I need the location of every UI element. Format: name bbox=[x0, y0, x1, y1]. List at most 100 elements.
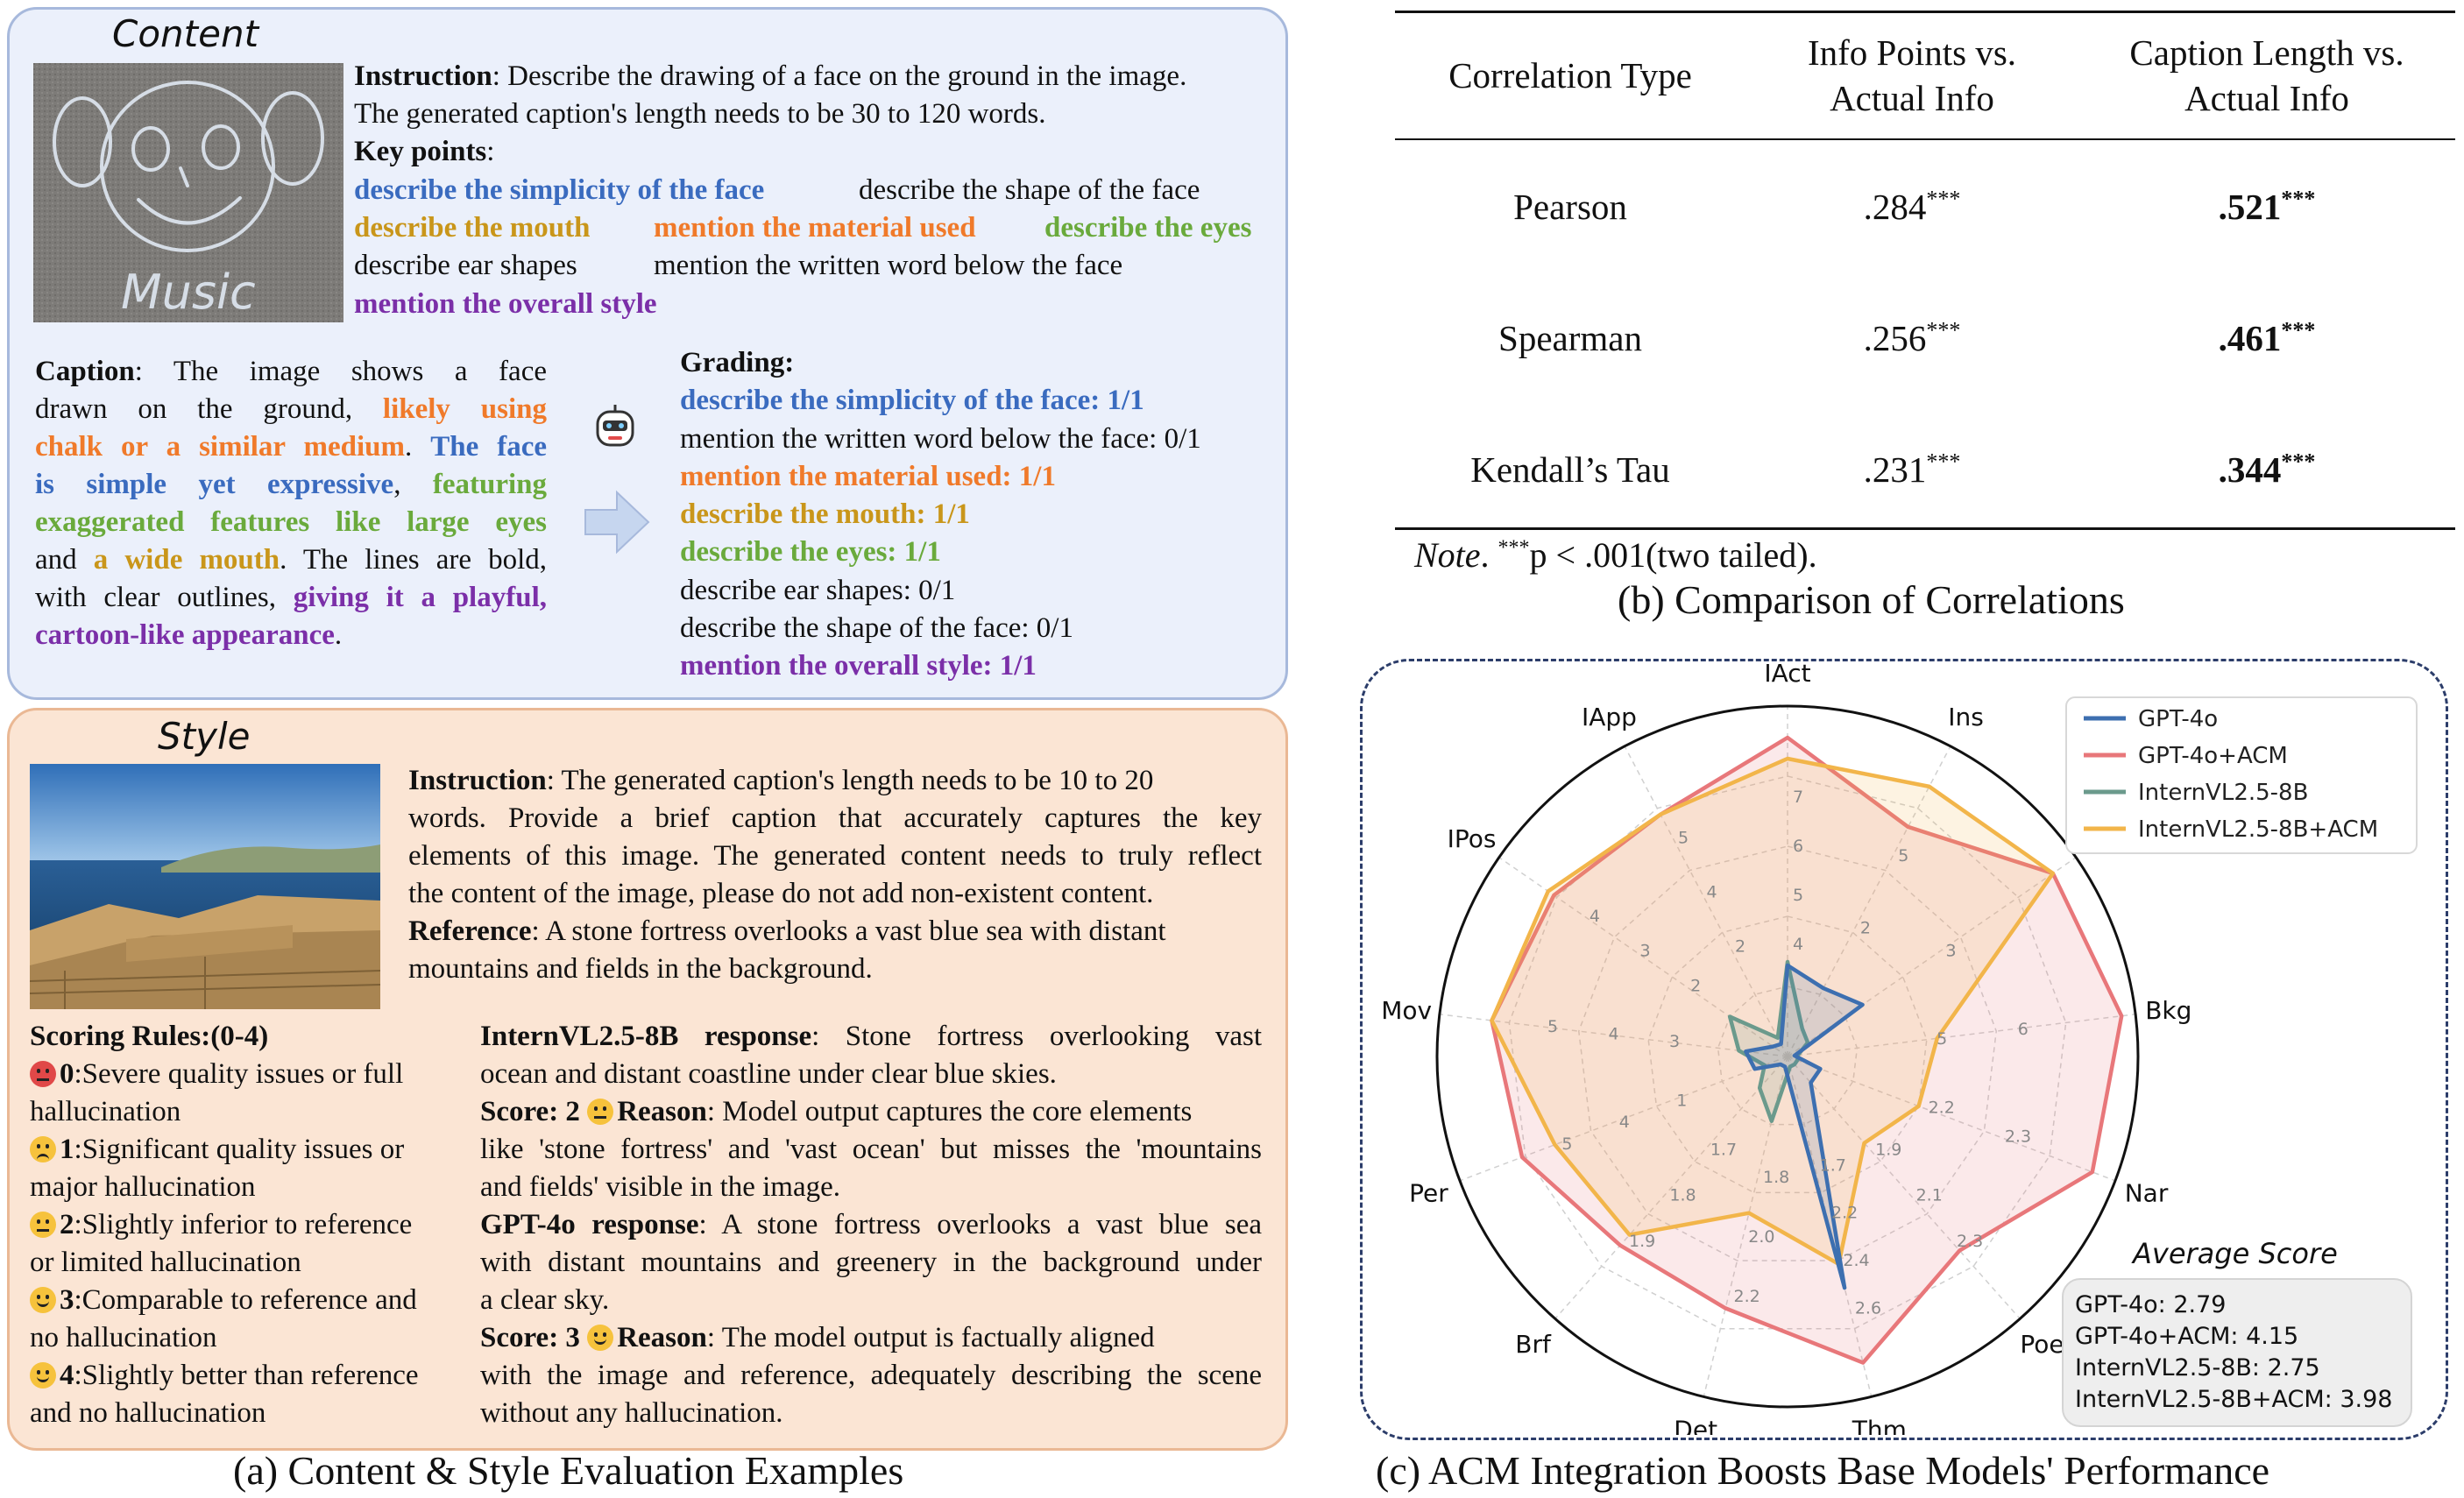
reference-2: mountains and fields in the background. bbox=[408, 953, 873, 985]
style-instruction-text: : The generated caption's length needs t… bbox=[546, 765, 1154, 796]
rule-text: :Comparable to reference and bbox=[74, 1284, 417, 1316]
row-caplen-value: .521*** bbox=[2078, 186, 2455, 228]
legend-label: GPT-4o bbox=[2138, 706, 2218, 732]
radar-spoke bbox=[1459, 1056, 1788, 1182]
chalk-word: Music bbox=[121, 265, 256, 320]
header-caption-length-1: Caption Length vs. bbox=[2129, 32, 2404, 73]
radar-axis-label: Ins bbox=[1948, 703, 1984, 731]
grade-1: describe the simplicity of the face: 1/1 bbox=[680, 385, 1144, 416]
radar-tick-label: 1.7 bbox=[1710, 1140, 1737, 1159]
radar-spoke bbox=[1787, 1056, 2021, 1319]
reference-text: : A stone fortress overlooks a vast blue… bbox=[531, 915, 1166, 947]
caption-highlight: featuring bbox=[432, 469, 548, 500]
grade-6: describe ear shapes: 0/1 bbox=[680, 575, 956, 606]
radar-spoke bbox=[1787, 1014, 2136, 1057]
grade-2: mention the written word below the face:… bbox=[680, 423, 1201, 455]
radar-tick-label: 3 bbox=[1640, 942, 1651, 961]
rule-1: 1:Significant quality issues or bbox=[30, 1131, 404, 1169]
right-arrow-icon bbox=[584, 490, 650, 555]
average-score-title: Average Score bbox=[2131, 1237, 2338, 1270]
legend-label: InternVL2.5-8B bbox=[2138, 780, 2308, 806]
sig-mark: *** bbox=[1926, 449, 1961, 475]
rule-3: 3:Comparable to reference and bbox=[30, 1282, 417, 1319]
radar-tick-label: 2.3 bbox=[1957, 1232, 1983, 1251]
caption-line-5: exaggerated features like large eyes bbox=[35, 506, 547, 538]
note-sig: *** bbox=[1498, 536, 1530, 560]
caption-highlight: giving it a playful, bbox=[293, 582, 547, 613]
radar-series-gpt-4o bbox=[1744, 963, 1865, 1290]
radar-tick-label: 1.7 bbox=[1820, 1155, 1846, 1175]
radar-spoke bbox=[1439, 1014, 1788, 1057]
reason-text: : The model output is factually aligned bbox=[706, 1322, 1155, 1353]
gpt-response-3: a clear sky. bbox=[480, 1284, 610, 1316]
grading-label: Grading: bbox=[680, 347, 795, 378]
radar-spoke bbox=[1554, 1056, 1788, 1319]
average-score-entry: InternVL2.5-8B: 2.75 bbox=[2075, 1354, 2320, 1381]
style-title: Style bbox=[158, 715, 251, 758]
radar-grid-ring bbox=[1717, 986, 1859, 1126]
grin-face-icon bbox=[30, 1362, 56, 1388]
rule-3-b: no hallucination bbox=[30, 1322, 217, 1353]
gpt-text: : A stone fortress overlooks a vast blue… bbox=[698, 1209, 1262, 1240]
radar-tick-label: 2.2 bbox=[1929, 1099, 1955, 1118]
style-instruction-4: the content of the image, please do not … bbox=[408, 878, 1154, 909]
table-note: Note. ***p < .001(two tailed). bbox=[1414, 534, 1817, 576]
caption-text: drawn on the ground, bbox=[35, 393, 353, 425]
style-instruction-1: Instruction: The generated caption's len… bbox=[408, 762, 1153, 800]
table-mid-rule bbox=[1395, 138, 2455, 140]
grade-3: mention the material used: 1/1 bbox=[680, 461, 1056, 492]
row-type: Spearman bbox=[1498, 318, 1642, 358]
radar-axis-label: Det bbox=[1674, 1415, 1717, 1435]
radar-series-gpt-4o-acm bbox=[1490, 735, 2124, 1365]
caption-b: (b) Comparison of Correlations bbox=[1618, 577, 2125, 622]
rule-2-b: or limited hallucination bbox=[30, 1247, 301, 1278]
caption-line-6: and a wide mouth. The lines are bold, bbox=[35, 541, 547, 579]
radar-grid-ring bbox=[1577, 845, 1998, 1261]
style-instruction-3: elements of this image. The generated co… bbox=[408, 840, 1262, 872]
table-top-rule bbox=[1395, 11, 2455, 13]
radar-tick-label: 1.8 bbox=[1669, 1186, 1696, 1205]
caption-a: (a) Content & Style Evaluation Examples bbox=[233, 1448, 904, 1493]
radar-axis-label: Per bbox=[1409, 1178, 1448, 1207]
info-value: .256 bbox=[1863, 318, 1927, 358]
radar-frame bbox=[1360, 659, 2448, 1440]
fortress-image bbox=[30, 764, 380, 1009]
rule-4-b: and no hallucination bbox=[30, 1397, 266, 1429]
radar-tick-label: 5 bbox=[1678, 828, 1689, 847]
radar-axis-label: Nar bbox=[2125, 1178, 2169, 1207]
caption-line-7: with clear outlines, giving it a playful… bbox=[35, 579, 547, 617]
caption-text: with clear outlines, bbox=[35, 582, 294, 613]
radar-axis-label: Poe bbox=[2020, 1330, 2064, 1359]
radar-tick-label: 2.2 bbox=[1734, 1287, 1760, 1306]
sig-mark: *** bbox=[2281, 449, 2316, 475]
style-instruction-2: words. Provide a brief caption that accu… bbox=[408, 802, 1262, 834]
smile-face-icon bbox=[587, 1325, 614, 1351]
reference-1: Reference: A stone fortress overlooks a … bbox=[408, 913, 1166, 950]
radar-tick-label: 2.0 bbox=[1748, 1227, 1774, 1247]
gpt-response-1: GPT-4o response: A stone fortress overlo… bbox=[480, 1206, 1262, 1244]
radar-tick-label: 4 bbox=[1706, 882, 1717, 901]
radar-legend-box bbox=[2065, 696, 2418, 854]
caption-highlight: a wide mouth bbox=[93, 544, 280, 576]
angry-face-icon bbox=[30, 1061, 56, 1087]
caption-highlight: cartoon-like appearance bbox=[35, 619, 335, 651]
robot-icon bbox=[596, 405, 634, 447]
radar-tick-label: 6 bbox=[1793, 837, 1803, 856]
average-score-entry: GPT-4o: 2.79 bbox=[2075, 1291, 2226, 1318]
average-score-box bbox=[2062, 1278, 2412, 1427]
rule-text: :Slightly inferior to reference bbox=[74, 1209, 413, 1240]
keypoint-1: describe the simplicity of the face bbox=[354, 174, 765, 206]
keypoint-6: describe ear shapes bbox=[354, 250, 577, 281]
keypoint-3: describe the mouth bbox=[354, 212, 591, 244]
row-info-value: .284*** bbox=[1745, 186, 2078, 228]
caption-text: , bbox=[393, 469, 433, 500]
grade-5: describe the eyes: 1/1 bbox=[680, 536, 941, 568]
radar-tick-label: 1 bbox=[1676, 1091, 1687, 1110]
radar-tick-label: 6 bbox=[2018, 1020, 2029, 1039]
caption-highlight: The face bbox=[430, 431, 547, 463]
radar-axis-label: IAct bbox=[1764, 662, 1810, 688]
caption-label: Caption bbox=[35, 356, 135, 387]
score-label: Score: 3 bbox=[480, 1322, 580, 1353]
grade-7: describe the shape of the face: 0/1 bbox=[680, 612, 1073, 644]
keypoint-4: mention the material used bbox=[654, 212, 976, 244]
